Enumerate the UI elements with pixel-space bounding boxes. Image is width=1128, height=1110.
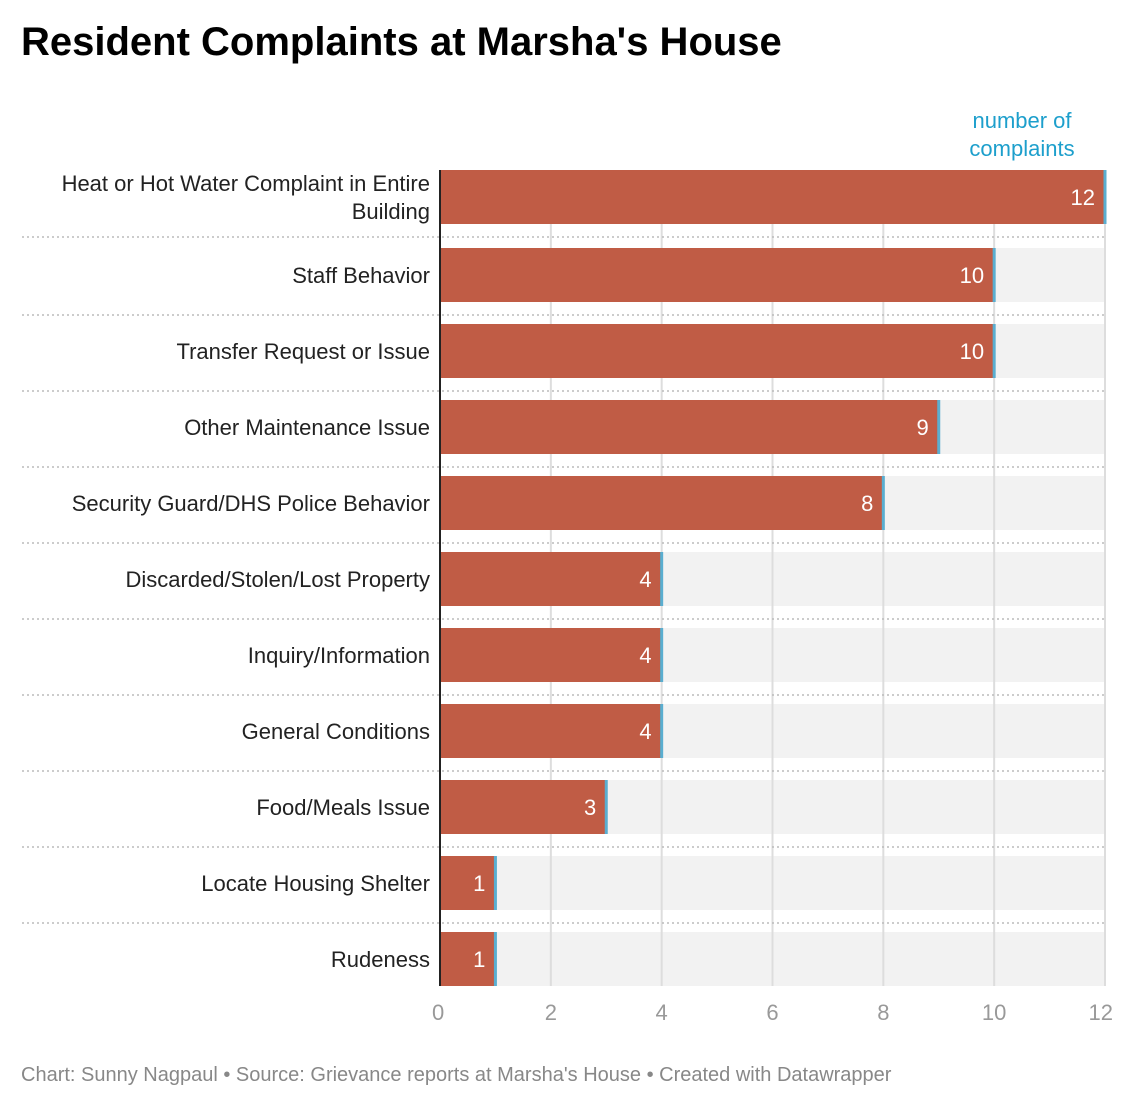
data-label: 9	[917, 415, 929, 440]
x-tick-label: 0	[432, 1000, 444, 1025]
x-tick-label: 8	[877, 1000, 889, 1025]
bar	[440, 552, 662, 606]
category-label: Inquiry/Information	[248, 643, 430, 668]
category-label: Staff Behavior	[292, 263, 430, 288]
data-label: 4	[639, 643, 651, 668]
bar	[440, 932, 496, 986]
category-label: Discarded/Stolen/Lost Property	[126, 567, 431, 592]
category-label: Locate Housing Shelter	[201, 871, 430, 896]
bar	[440, 704, 662, 758]
bar	[440, 628, 662, 682]
bar	[440, 248, 995, 302]
bar	[440, 780, 607, 834]
x-tick-label: 6	[766, 1000, 778, 1025]
chart-title: Resident Complaints at Marsha's House	[21, 20, 782, 64]
category-label: General Conditions	[242, 719, 430, 744]
data-label: 10	[960, 339, 984, 364]
bar-end-marker	[881, 476, 885, 530]
x-tick-label: 12	[1089, 1000, 1113, 1025]
x-tick-label: 4	[656, 1000, 668, 1025]
data-label: 4	[639, 719, 651, 744]
bar	[440, 856, 496, 910]
axis-title: number of	[972, 108, 1072, 133]
axis-title: complaints	[969, 136, 1074, 161]
x-tick-label: 10	[982, 1000, 1006, 1025]
bar-end-marker	[1103, 170, 1107, 224]
x-tick-label: 2	[545, 1000, 557, 1025]
bar	[440, 476, 884, 530]
data-label: 8	[861, 491, 873, 516]
category-label: Rudeness	[331, 947, 430, 972]
bar	[440, 324, 995, 378]
bar-end-marker	[660, 704, 664, 758]
bar-end-marker	[604, 780, 608, 834]
category-label: Heat or Hot Water Complaint in Entire	[62, 171, 430, 196]
category-label: Other Maintenance Issue	[184, 415, 430, 440]
data-label: 3	[584, 795, 596, 820]
data-label: 4	[639, 567, 651, 592]
bar	[440, 400, 939, 454]
bar-end-marker	[660, 552, 664, 606]
bar-end-marker	[992, 324, 996, 378]
bar-end-marker	[493, 856, 497, 910]
chart-footer: Chart: Sunny Nagpaul • Source: Grievance…	[21, 1064, 892, 1086]
bar-end-marker	[660, 628, 664, 682]
data-label: 1	[473, 947, 485, 972]
bar-end-marker	[992, 248, 996, 302]
bar	[440, 170, 1105, 224]
data-label: 1	[473, 871, 485, 896]
category-label: Security Guard/DHS Police Behavior	[72, 491, 430, 516]
data-label: 10	[960, 263, 984, 288]
category-label: Food/Meals Issue	[256, 795, 430, 820]
bar-end-marker	[937, 400, 941, 454]
category-label: Transfer Request or Issue	[176, 339, 430, 364]
data-label: 12	[1071, 185, 1095, 210]
bar-end-marker	[493, 932, 497, 986]
category-label: Building	[352, 199, 430, 224]
